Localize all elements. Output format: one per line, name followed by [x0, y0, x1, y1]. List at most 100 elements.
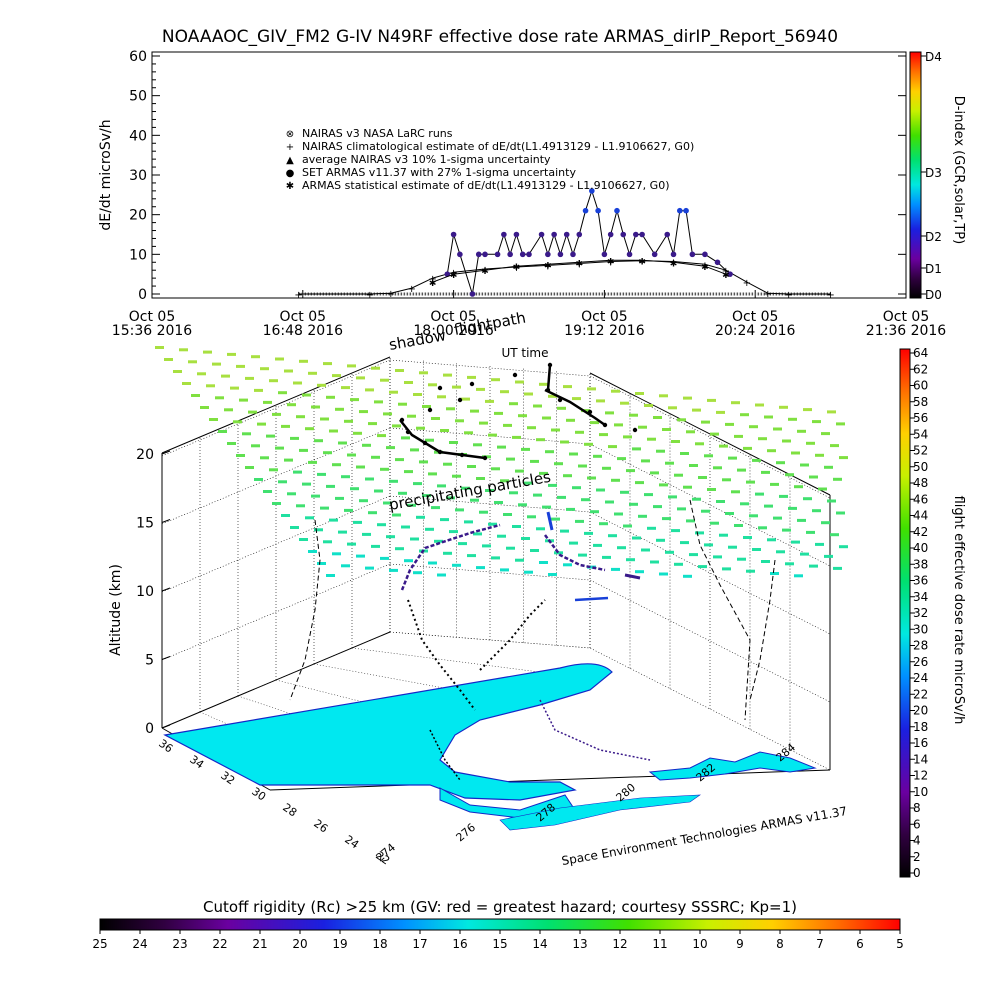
armas-stat-point: ✱ — [450, 271, 458, 281]
shadow-segment — [399, 419, 486, 460]
dose-tick-label: 48 — [913, 476, 928, 490]
dindex-tick-label: D0 — [925, 288, 942, 302]
rigidity-tick-label: 19 — [332, 937, 347, 951]
particle-mark — [554, 551, 563, 555]
particle-mark — [266, 434, 275, 438]
particle-mark — [488, 522, 497, 526]
nairas-point: + — [408, 284, 416, 295]
particle-mark — [344, 508, 353, 512]
particle-mark — [368, 511, 377, 515]
rigidity-tick-label: 15 — [492, 937, 507, 951]
particle-mark — [674, 473, 683, 477]
particle-mark — [644, 404, 653, 407]
flight-shadow-track — [399, 362, 638, 461]
x-tick-label-date: Oct 05 — [883, 309, 929, 325]
rigidity-tick-label: 17 — [412, 937, 427, 951]
particle-mark — [413, 571, 422, 575]
particle-mark — [251, 444, 260, 448]
flight-segment — [574, 596, 609, 602]
nairas-point: + — [669, 257, 677, 268]
particle-mark — [611, 567, 620, 571]
particle-mark — [749, 514, 758, 518]
particle-mark — [758, 526, 767, 530]
dose-tick-label: 58 — [913, 395, 928, 409]
particle-mark — [446, 407, 455, 411]
particle-mark — [608, 534, 617, 538]
particle-mark — [821, 521, 830, 525]
dindex-colorbar — [909, 51, 922, 299]
legend-entry: NAIRAS climatological estimate of dE/dt(… — [302, 140, 694, 153]
particle-mark — [785, 562, 794, 566]
particle-mark — [335, 407, 344, 411]
particle-mark — [776, 461, 785, 465]
particle-mark — [521, 537, 530, 540]
y-tick-label: 0 — [138, 287, 147, 303]
particle-mark — [338, 530, 347, 534]
particle-mark — [677, 418, 686, 422]
flight-segment — [400, 523, 501, 591]
particle-mark — [614, 423, 623, 427]
particle-mark — [482, 544, 491, 548]
particle-mark — [404, 470, 413, 474]
particle-mark — [665, 461, 674, 465]
particle-mark — [416, 426, 425, 430]
particle-mark — [446, 496, 455, 500]
particle-mark — [524, 392, 533, 396]
particle-mark — [626, 558, 635, 562]
dose-tick-label: 16 — [913, 736, 928, 750]
altitude-axis-label: Altitude (km) — [108, 564, 124, 656]
particle-mark — [752, 548, 761, 551]
particle-mark — [533, 404, 542, 408]
particle-mark — [545, 450, 554, 454]
particle-mark — [254, 478, 263, 481]
particle-mark — [836, 511, 845, 515]
particle-mark — [239, 398, 248, 402]
x-tick-label-time: 21:36 2016 — [866, 323, 947, 339]
armas-stat-point: ✱ — [638, 257, 646, 267]
particle-mark — [617, 546, 626, 550]
particle-mark — [269, 468, 278, 472]
particle-mark — [254, 388, 263, 392]
particle-mark — [203, 350, 212, 354]
particle-mark — [665, 550, 674, 554]
particle-mark — [701, 420, 710, 424]
particle-mark — [431, 506, 440, 510]
particle-mark — [539, 471, 548, 475]
armas-stat-point: ✱ — [701, 263, 709, 273]
particle-mark — [182, 382, 191, 385]
particle-mark — [515, 469, 524, 473]
grid-line — [389, 631, 591, 649]
dose-tick-label: 56 — [913, 411, 928, 425]
particle-mark — [800, 552, 809, 556]
particle-mark — [218, 430, 227, 433]
armas-point — [714, 259, 721, 266]
particle-mark — [530, 459, 539, 463]
particle-mark — [401, 525, 410, 529]
dose-rate-colorbar-label: flight effective dose rate microSv/h — [951, 496, 966, 725]
particle-mark — [413, 393, 422, 396]
x-tick-label-time: 16:48 2016 — [263, 323, 344, 339]
dose-tick-label: 6 — [913, 817, 921, 831]
particle-mark — [305, 427, 314, 431]
particle-mark — [695, 442, 704, 446]
particle-mark — [710, 432, 719, 436]
y-tick-label: 30 — [129, 168, 147, 184]
island-chain — [648, 751, 817, 781]
particle-mark — [311, 494, 320, 498]
particle-mark — [680, 452, 689, 455]
particle-mark — [374, 400, 383, 404]
particle-mark — [704, 454, 713, 458]
lat-tick-label: 26 — [311, 817, 330, 836]
particle-mark — [782, 528, 791, 532]
particle-mark — [293, 381, 302, 385]
particle-mark — [659, 483, 668, 487]
particle-mark — [791, 540, 800, 544]
z-tick-mark — [161, 656, 171, 660]
particle-mark — [437, 395, 446, 399]
grid-line — [389, 359, 831, 499]
particle-mark — [473, 532, 482, 536]
particle-mark — [821, 432, 830, 436]
flight-segment — [546, 511, 554, 531]
particle-mark — [548, 483, 557, 487]
particle-mark — [314, 528, 323, 532]
